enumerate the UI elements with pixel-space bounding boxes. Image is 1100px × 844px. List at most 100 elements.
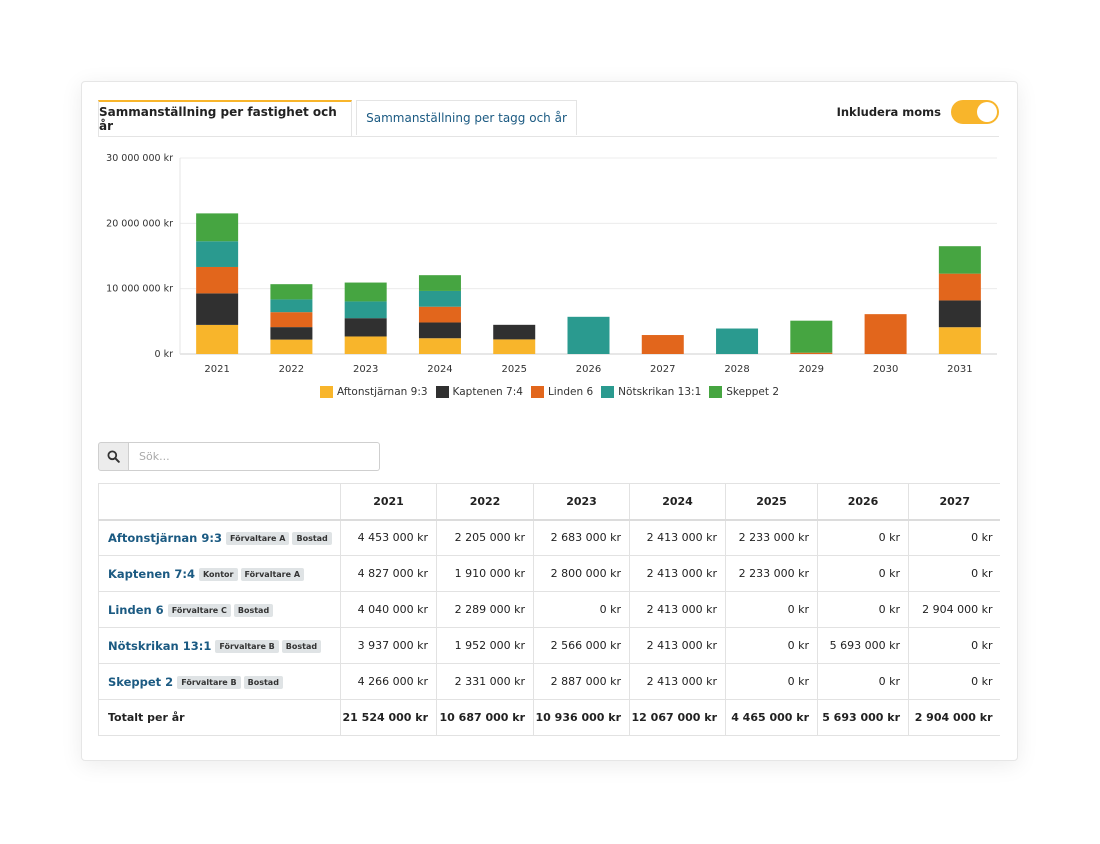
property-link[interactable]: Aftonstjärnan 9:3 — [108, 530, 222, 545]
property-cell: Skeppet 2 Förvaltare B Bostad — [98, 663, 341, 700]
search-button[interactable] — [98, 442, 129, 471]
y-tick-label: 30 000 000 kr — [106, 153, 173, 164]
value-cell: 0 kr — [908, 555, 1000, 592]
property-link[interactable]: Skeppet 2 — [108, 674, 174, 689]
bar-segment — [196, 266, 239, 294]
property-link[interactable]: Kaptenen 7:4 — [108, 566, 195, 581]
property-cell: Aftonstjärnan 9:3 Förvaltare A Bostad — [98, 519, 341, 556]
vat-toggle-label: Inkludera moms — [836, 105, 941, 119]
total-value-cell: 10 936 000 kr — [533, 699, 630, 736]
value-cell: 0 kr — [817, 555, 909, 592]
tag-badge: Förvaltare B — [177, 675, 241, 689]
column-header: 2026 — [817, 483, 909, 521]
vat-toggle[interactable] — [951, 100, 999, 124]
tab-bar: Sammanställning per fastighet och år Sam… — [98, 100, 999, 137]
x-tick-label: 2030 — [873, 364, 898, 375]
bar-segment — [344, 301, 387, 319]
value-cell: 2 413 000 kr — [629, 519, 726, 556]
legend-item[interactable]: Skeppet 2 — [709, 386, 779, 398]
bar-segment — [196, 324, 239, 354]
bar-segment — [344, 336, 387, 354]
legend-swatch — [601, 386, 615, 398]
value-cell: 1 910 000 kr — [436, 555, 534, 592]
legend-swatch — [319, 386, 333, 398]
bar-segment — [418, 322, 461, 339]
property-link[interactable]: Linden 6 — [108, 602, 164, 617]
bar-segment — [938, 246, 981, 274]
column-header: 2027 — [908, 483, 1000, 521]
summary-card: Sammanställning per fastighet och år Sam… — [81, 81, 1018, 761]
bar-segment — [567, 316, 610, 354]
value-cell: 2 233 000 kr — [725, 519, 818, 556]
value-cell: 0 kr — [817, 519, 909, 556]
search-input[interactable] — [129, 442, 380, 471]
value-cell: 2 233 000 kr — [725, 555, 818, 592]
value-cell: 0 kr — [725, 627, 818, 664]
bar-segment — [270, 339, 313, 354]
bar-segment — [270, 327, 313, 340]
property-link[interactable]: Nötskrikan 13:1 — [108, 638, 212, 653]
legend-label: Nötskrikan 13:1 — [618, 386, 702, 398]
tab-per-tag[interactable]: Sammanställning per tagg och år — [356, 100, 577, 135]
y-tick-label: 10 000 000 kr — [106, 284, 173, 295]
value-cell: 2 205 000 kr — [436, 519, 534, 556]
value-cell: 0 kr — [725, 663, 818, 700]
value-cell: 2 566 000 kr — [533, 627, 630, 664]
x-tick-label: 2031 — [947, 364, 972, 375]
value-cell: 3 937 000 kr — [340, 627, 437, 664]
vat-toggle-group: Inkludera moms — [837, 100, 999, 124]
legend-swatch — [709, 386, 723, 398]
bar-segment — [716, 328, 759, 354]
column-header: 2024 — [629, 483, 726, 521]
tag-badge: Kontor — [198, 567, 238, 581]
total-value-cell: 2 904 000 kr — [908, 699, 1000, 736]
bar-segment — [418, 338, 461, 354]
table-row: Nötskrikan 13:1 Förvaltare B Bostad 3 937 0… — [98, 627, 1000, 664]
x-tick-label: 2021 — [204, 364, 229, 375]
bar-segment — [938, 273, 981, 301]
total-label: Totalt per år — [98, 699, 341, 736]
bar-segment — [493, 339, 536, 354]
y-tick-label: 0 kr — [155, 349, 174, 360]
value-cell: 2 413 000 kr — [629, 555, 726, 592]
value-cell: 2 904 000 kr — [908, 591, 1000, 628]
total-row: Totalt per år 21 524 000 kr 10 687 000 kr 1… — [98, 699, 1000, 736]
total-value-cell: 21 524 000 kr — [340, 699, 437, 736]
bar-segment — [790, 352, 833, 354]
value-cell: 1 952 000 kr — [436, 627, 534, 664]
legend-item[interactable]: Nötskrikan 13:1 — [601, 386, 701, 398]
column-header — [98, 483, 341, 521]
value-cell: 4 827 000 kr — [340, 555, 437, 592]
value-cell: 0 kr — [817, 663, 909, 700]
value-cell: 2 413 000 kr — [629, 591, 726, 628]
bar-segment — [418, 306, 461, 323]
x-tick-label: 2025 — [502, 364, 527, 375]
table-row: Skeppet 2 Förvaltare B Bostad 4 266 000 kr 2… — [98, 663, 1000, 700]
tab-per-property[interactable]: Sammanställning per fastighet och år — [98, 100, 352, 136]
legend-label: Aftonstjärnan 9:3 — [336, 386, 428, 398]
legend-item[interactable]: Aftonstjärnan 9:3 — [319, 386, 428, 398]
column-header: 2021 — [340, 483, 437, 521]
bar-segment — [938, 327, 981, 354]
value-cell: 0 kr — [908, 627, 1000, 664]
property-cell: Nötskrikan 13:1 Förvaltare B Bostad — [98, 627, 341, 664]
column-header: 2022 — [436, 483, 534, 521]
bar-segment — [270, 299, 313, 313]
tag-badge: Förvaltare C — [167, 603, 231, 617]
table-header-row: 2021 2022 2023 2024 2025 2026 2027 — [98, 483, 1000, 521]
bar-segment — [196, 293, 239, 325]
bar-segment — [938, 300, 981, 328]
legend-item[interactable]: Linden 6 — [530, 386, 593, 398]
tag-badge: Förvaltare B — [215, 639, 279, 653]
value-cell: 2 887 000 kr — [533, 663, 630, 700]
legend-item[interactable]: Kaptenen 7:4 — [435, 386, 523, 398]
value-cell: 2 413 000 kr — [629, 627, 726, 664]
value-cell: 0 kr — [725, 591, 818, 628]
x-tick-label: 2028 — [724, 364, 749, 375]
bar-segment — [270, 284, 313, 300]
value-cell: 0 kr — [908, 519, 1000, 556]
summary-table: 2021 2022 2023 2024 2025 2026 2027 Aftonstjärn… — [98, 483, 1000, 736]
column-header: 2025 — [725, 483, 818, 521]
x-tick-label: 2029 — [799, 364, 824, 375]
